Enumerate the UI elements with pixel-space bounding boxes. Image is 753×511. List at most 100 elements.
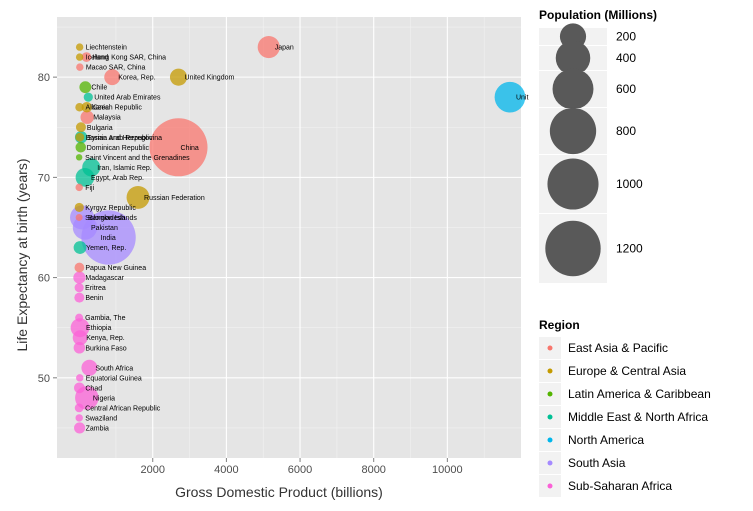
- data-point: [72, 330, 88, 346]
- data-point: [494, 81, 526, 113]
- size-legend-label: 400: [616, 51, 636, 65]
- point-label: Fiji: [85, 185, 94, 192]
- region-legend-dot: [547, 368, 553, 374]
- point-label: Papua New Guinea: [85, 265, 146, 272]
- data-point: [74, 202, 84, 213]
- size-legend-label: 600: [616, 82, 636, 96]
- point-label: Hong Kong SAR, China: [92, 55, 166, 62]
- data-point: [75, 122, 86, 133]
- point-labels: Japan China Unit India Liechtenstein IcelandH…: [85, 45, 528, 433]
- y-tick-label: 80: [38, 72, 50, 84]
- x-tick-label: 6000: [288, 464, 312, 476]
- region-legend-title: Region: [539, 318, 580, 332]
- point-label: South Africa: [95, 365, 133, 372]
- size-legend-label: 200: [616, 30, 636, 44]
- data-point: [169, 68, 188, 86]
- size-legend-circle: [547, 158, 599, 210]
- data-point: [81, 359, 98, 376]
- point-label: United Arab Emirates: [94, 95, 161, 102]
- y-tick-label: 70: [38, 172, 50, 184]
- point-label: Egypt, Arab Rep.: [91, 175, 144, 182]
- data-point: [75, 313, 84, 322]
- size-legend-circle: [555, 40, 591, 76]
- legends: Population (Millions) 200 400 600 800 1000 120…: [539, 8, 711, 497]
- data-point: [75, 154, 83, 161]
- point-label: Unit: [516, 95, 529, 102]
- data-point: [79, 81, 92, 94]
- point-label: Bangladesh: [88, 215, 125, 222]
- size-legend-title: Population (Millions): [539, 8, 657, 22]
- region-legend-label: North America: [568, 433, 644, 447]
- data-point: [80, 110, 94, 124]
- point-label: Syrian Arab Republic: [87, 135, 153, 142]
- data-points: [70, 36, 526, 434]
- region-legend-label: South Asia: [568, 456, 626, 470]
- data-point: [74, 422, 86, 434]
- point-label: Chile: [91, 85, 107, 92]
- point-label: Burkina Faso: [85, 345, 126, 352]
- point-label: Liechtenstein: [86, 45, 127, 52]
- data-point: [75, 53, 84, 61]
- data-point: [73, 241, 87, 254]
- region-legend-label: Latin America & Caribbean: [568, 387, 711, 401]
- region-legend-label: Sub-Saharan Africa: [568, 479, 672, 493]
- point-label: Pakistan: [91, 225, 118, 232]
- x-axis-title: Gross Domestic Product (billions): [175, 484, 383, 500]
- region-legend-dot: [547, 437, 553, 443]
- size-legend-label: 1000: [616, 177, 643, 191]
- x-tick-label: 10000: [432, 464, 463, 476]
- region-legend-dot: [547, 460, 553, 466]
- data-point: [75, 183, 83, 192]
- point-label: United Kingdom: [185, 75, 235, 82]
- data-point: [75, 142, 87, 153]
- point-label: Bulgaria: [87, 125, 113, 132]
- data-point: [75, 213, 83, 221]
- data-point: [75, 102, 84, 112]
- region-legend-label: Middle East & North Africa: [568, 410, 708, 424]
- axes: 2000 4000 6000 8000 10000 50 60 70 80: [38, 72, 463, 476]
- point-label: Chad: [85, 385, 102, 392]
- data-point: [76, 63, 84, 71]
- grid-lines: [57, 17, 521, 458]
- point-label: Korea, Rep.: [118, 75, 155, 82]
- point-label: Nigeria: [93, 395, 115, 402]
- region-legend-dot: [547, 414, 553, 420]
- point-label: Czech Republic: [93, 105, 143, 112]
- data-point: [73, 271, 86, 284]
- point-label: India: [101, 235, 116, 242]
- size-legend-circle: [552, 68, 594, 110]
- data-point: [81, 101, 93, 113]
- data-point: [74, 403, 84, 413]
- point-label: Saint Vincent and the Grenadines: [85, 155, 190, 162]
- point-label: Bosnia and Herzegovina: [86, 135, 162, 142]
- point-label: Malaysia: [93, 115, 121, 122]
- data-point: [104, 69, 121, 86]
- y-axis-title: Life Expectancy at birth (years): [14, 159, 30, 352]
- point-label: Benin: [85, 295, 103, 302]
- data-point: [73, 341, 86, 354]
- point-label: Iceland: [86, 55, 109, 62]
- point-label: Iran, Islamic Rep.: [97, 165, 152, 172]
- data-point: [74, 292, 85, 303]
- size-legend-label: 1200: [616, 242, 643, 256]
- region-legend-label: Europe & Central Asia: [568, 364, 686, 378]
- data-point: [149, 118, 208, 177]
- data-point: [83, 92, 93, 102]
- point-label: Russian Federation: [144, 195, 205, 202]
- point-label: Macao SAR, China: [86, 65, 146, 72]
- point-label: Japan: [275, 45, 294, 52]
- x-tick-label: 8000: [361, 464, 385, 476]
- data-point: [74, 283, 84, 293]
- data-point: [81, 52, 92, 62]
- data-point: [126, 185, 150, 209]
- size-legend-circle: [545, 220, 601, 277]
- data-point: [257, 36, 280, 59]
- size-legend-circle: [549, 107, 597, 155]
- point-label: Solomon Islands: [85, 215, 137, 222]
- y-tick-label: 60: [38, 273, 50, 285]
- point-label: Zambia: [86, 425, 109, 432]
- region-legend-dot: [547, 345, 553, 351]
- x-tick-label: 2000: [141, 464, 165, 476]
- point-label: Madagascar: [85, 275, 124, 282]
- region-legend-dot: [547, 483, 553, 489]
